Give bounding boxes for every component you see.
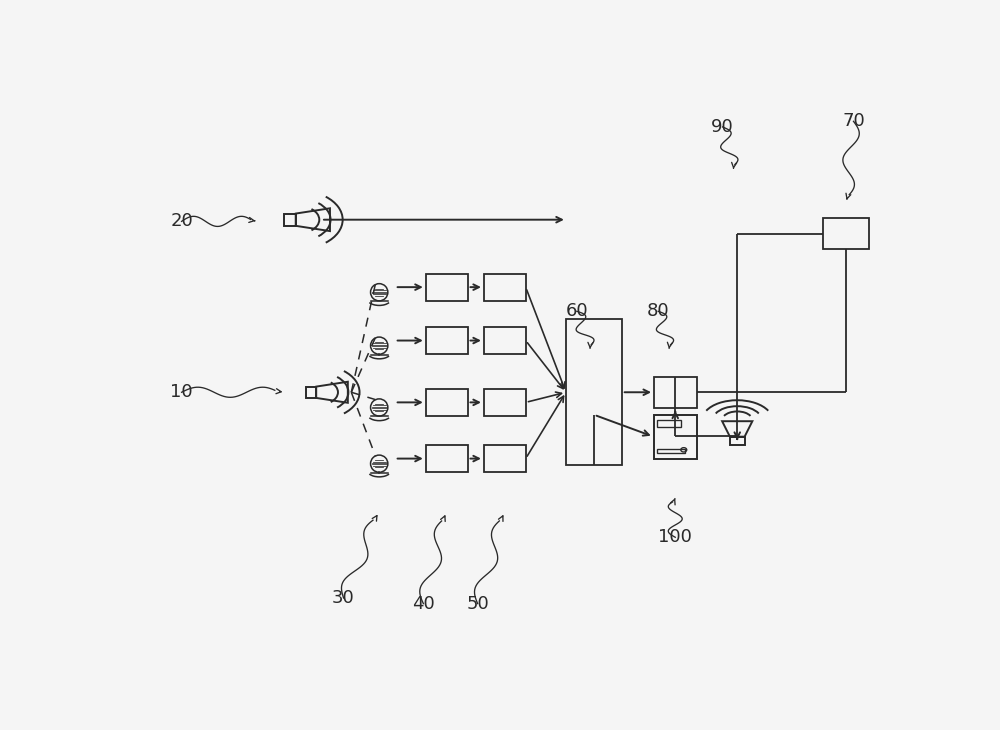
Text: 80: 80 <box>647 302 670 320</box>
Bar <box>484 445 526 472</box>
Text: 70: 70 <box>842 112 865 131</box>
Bar <box>426 274 468 301</box>
Text: 60: 60 <box>566 302 588 320</box>
Text: 20: 20 <box>170 212 193 231</box>
Bar <box>822 218 869 249</box>
Bar <box>654 377 697 408</box>
Bar <box>657 449 685 453</box>
Bar <box>426 389 468 416</box>
Bar <box>426 445 468 472</box>
Bar <box>426 327 468 354</box>
Bar <box>484 274 526 301</box>
Bar <box>654 415 697 458</box>
Bar <box>566 319 622 465</box>
Text: 10: 10 <box>170 383 193 402</box>
Text: 30: 30 <box>332 589 355 607</box>
Bar <box>484 389 526 416</box>
Text: 90: 90 <box>711 118 734 136</box>
Text: 100: 100 <box>658 529 692 546</box>
Bar <box>657 420 681 427</box>
Text: 40: 40 <box>412 595 435 612</box>
Text: 50: 50 <box>466 595 489 612</box>
Bar <box>484 327 526 354</box>
